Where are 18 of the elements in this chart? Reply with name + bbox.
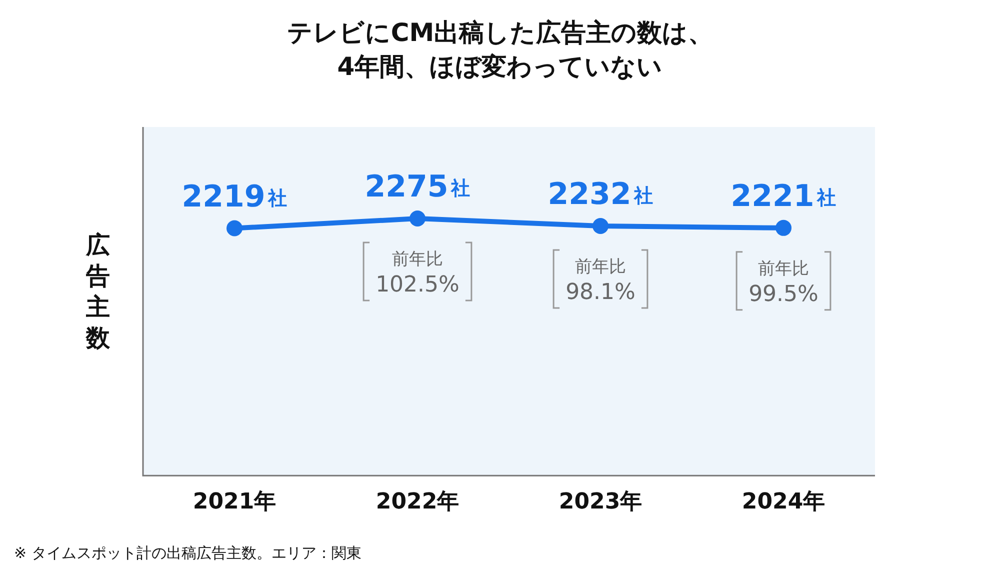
x-tick-label: 2023年 <box>558 490 642 515</box>
annotation: 前年比 98.1% <box>566 257 636 305</box>
x-tick-label: 2021年 <box>192 490 276 515</box>
x-tick-label: 2024年 <box>742 490 826 515</box>
x-tick-label: 2022年 <box>376 490 460 515</box>
annotation: 前年比 99.5% <box>748 258 818 307</box>
point <box>776 220 792 236</box>
data-label: 2221社 <box>730 178 836 214</box>
point <box>410 210 426 227</box>
point <box>226 220 242 236</box>
text: ※ タイムスポット計の出稿広告主数。エリア：関東 <box>14 544 362 563</box>
annotation: 前年比 102.5% <box>376 250 460 298</box>
y-axis-title: 広告主数 <box>86 230 110 354</box>
data-label: 2232社 <box>548 177 654 212</box>
data-label: 2275社 <box>364 170 470 205</box>
data-label: 2219社 <box>182 179 288 214</box>
chart-title: テレビにCM出稿した広告主の数は、 4年間、ほぼ変わっていない <box>286 17 714 83</box>
point <box>592 218 608 234</box>
